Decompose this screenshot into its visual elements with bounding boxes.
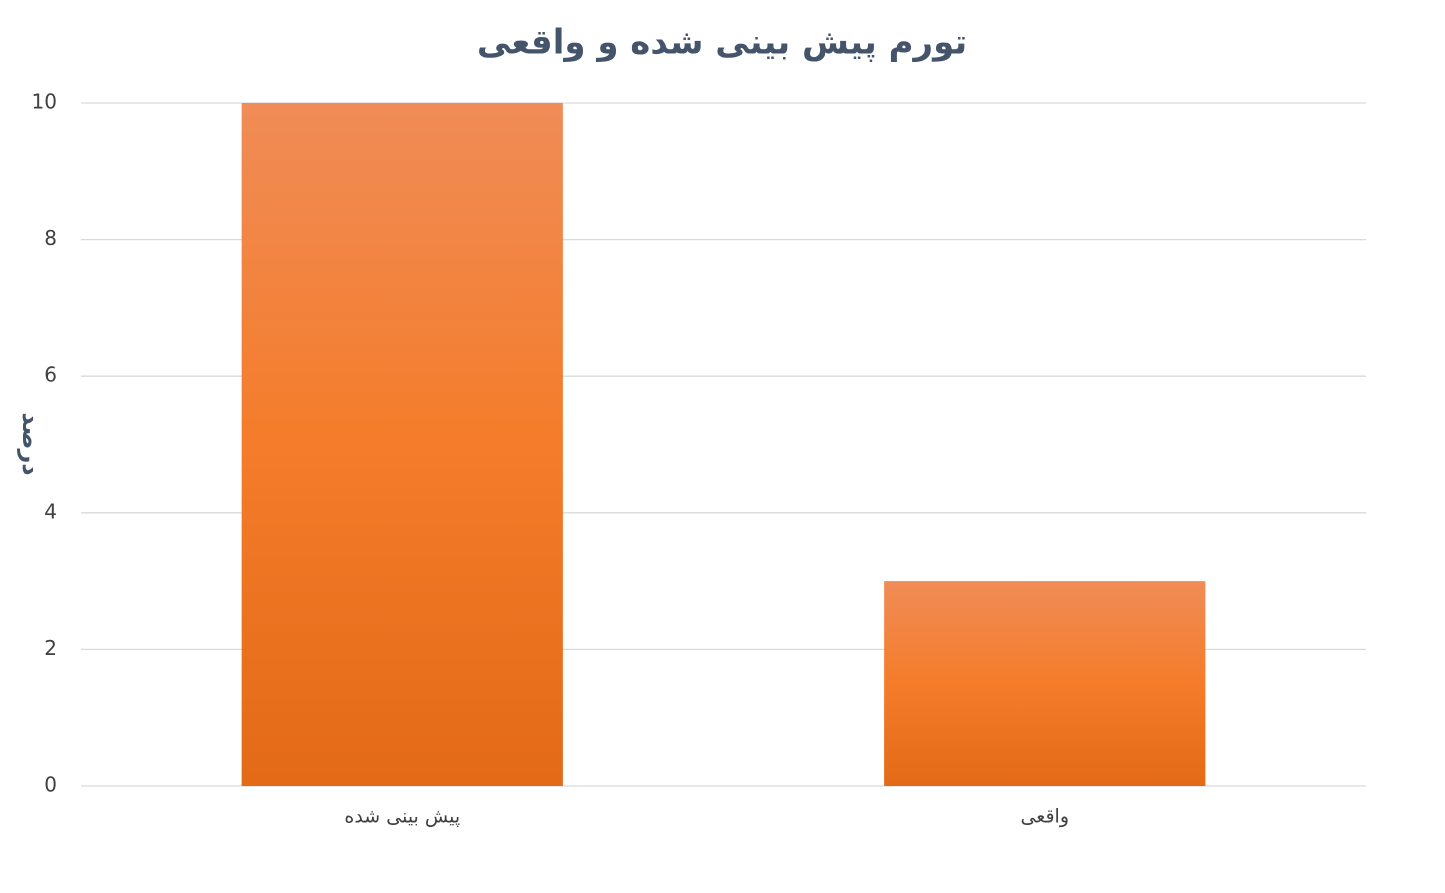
y-axis-label: درصد	[17, 412, 45, 475]
bar	[884, 581, 1206, 786]
y-tick-label: 0	[44, 773, 57, 797]
y-tick-label: 10	[32, 90, 57, 114]
x-tick-label: پیش بینی شده	[344, 806, 460, 828]
x-tick-label: واقعی	[1020, 806, 1069, 828]
chart-title: تورم پیش بینی شده و واقعی	[477, 23, 967, 63]
y-tick-label: 4	[44, 499, 57, 523]
y-tick-label: 6	[44, 363, 57, 387]
y-tick-label: 2	[44, 636, 57, 660]
y-tick-label: 8	[44, 226, 57, 250]
bar	[241, 103, 563, 786]
